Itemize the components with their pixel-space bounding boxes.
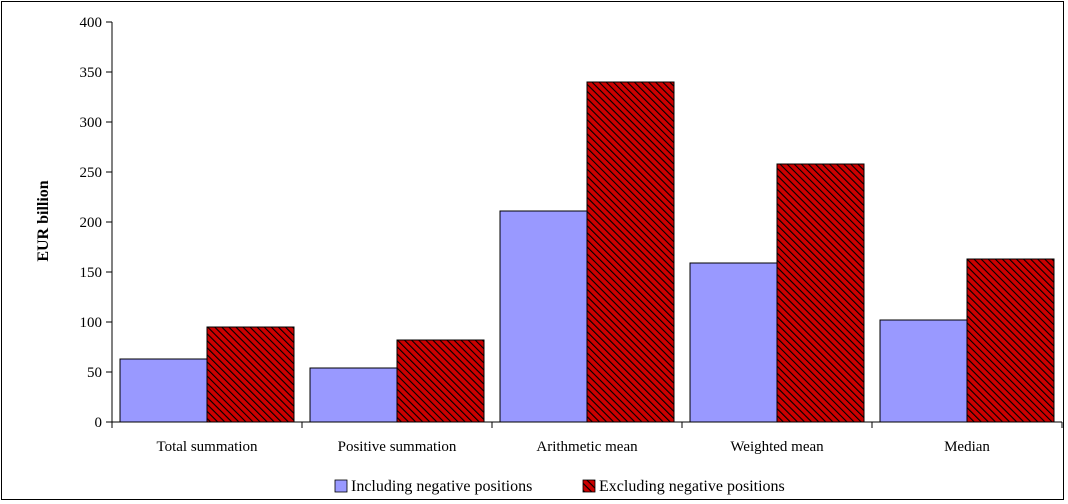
legend-label-including: Including negative positions bbox=[351, 478, 532, 495]
bar-including bbox=[309, 367, 398, 423]
bar-including bbox=[499, 210, 588, 423]
y-tick-label: 350 bbox=[80, 65, 103, 81]
y-tick-label: 100 bbox=[80, 315, 103, 331]
x-tick-label: Positive summation bbox=[338, 439, 457, 455]
y-tick-label: 400 bbox=[80, 15, 103, 31]
bar-excluding bbox=[396, 339, 485, 423]
x-tick-label: Total summation bbox=[156, 439, 258, 455]
bar-excluding bbox=[586, 81, 675, 423]
y-tick-label: 0 bbox=[95, 415, 103, 431]
legend: Including negative positions Excluding n… bbox=[334, 478, 785, 495]
bar-including bbox=[879, 319, 968, 423]
y-tick-label: 300 bbox=[80, 115, 103, 131]
bar-excluding bbox=[776, 163, 865, 423]
y-tick-label: 50 bbox=[87, 365, 102, 381]
legend-swatch-including bbox=[334, 479, 348, 493]
y-tick-label: 250 bbox=[80, 165, 103, 181]
y-tick-label: 150 bbox=[80, 265, 103, 281]
x-tick-label: Median bbox=[944, 439, 990, 455]
bar-excluding bbox=[966, 258, 1055, 423]
y-tick-label: 200 bbox=[80, 215, 103, 231]
bar-including bbox=[119, 358, 208, 423]
y-axis-title: EUR billion bbox=[35, 180, 52, 261]
bar-excluding bbox=[206, 326, 295, 423]
legend-label-excluding: Excluding negative positions bbox=[599, 478, 785, 495]
bar-including bbox=[689, 262, 778, 423]
legend-swatch-excluding bbox=[582, 479, 596, 493]
x-tick-label: Weighted mean bbox=[730, 439, 824, 455]
x-tick-label: Arithmetic mean bbox=[536, 439, 638, 455]
